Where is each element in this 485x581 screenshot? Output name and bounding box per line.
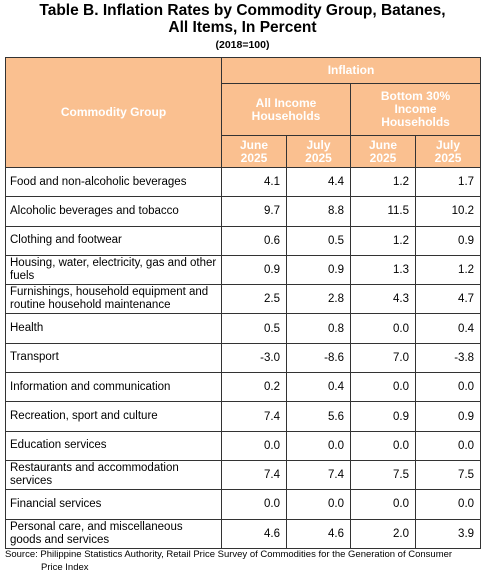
value-cell: 4.6 (286, 518, 351, 549)
commodity-cell: Food and non-alcoholic beverages (5, 166, 222, 198)
commodity-cell: Transport (5, 342, 222, 374)
header-cell: June 2025 (221, 135, 287, 168)
value-cell: 0.0 (350, 313, 416, 344)
value-cell: 0.0 (414, 372, 482, 403)
value-cell: 0.9 (350, 401, 416, 432)
value-cell: 0.0 (350, 489, 416, 520)
table-row: Transport -3.0 -8.6 7.0 -3.8 (5, 342, 482, 374)
header-cell: June 2025 (350, 135, 416, 168)
commodity-cell: Financial services (5, 489, 222, 520)
value-cell: 7.4 (221, 401, 287, 432)
value-cell: 11.5 (350, 196, 416, 227)
value-cell: 0.0 (286, 430, 351, 461)
commodity-cell: Personal care, and miscellaneous goods a… (5, 518, 222, 549)
header-cell: Inflation (220, 57, 482, 84)
title: Table B. Inflation Rates by Commodity Gr… (0, 0, 485, 36)
value-cell: -3.8 (414, 342, 482, 374)
header-cell: All Income Households (221, 83, 351, 136)
header-cell: July 2025 (414, 135, 482, 168)
inflation-table: Commodity Group Inflation All Income Hou… (5, 57, 482, 549)
commodity-cell: Alcoholic beverages and tobacco (5, 196, 222, 227)
value-cell: 0.0 (414, 489, 482, 520)
value-cell: 1.2 (414, 254, 482, 286)
value-cell: 7.5 (414, 459, 482, 491)
value-cell: 0.2 (221, 372, 287, 403)
value-cell: 2.8 (286, 284, 351, 315)
value-cell: 0.4 (286, 372, 351, 403)
value-cell: 7.5 (350, 459, 416, 491)
table-row: Clothing and footwear 0.6 0.5 1.2 0.9 (5, 225, 482, 256)
value-cell: 0.8 (286, 313, 351, 344)
value-cell: 0.9 (221, 254, 287, 286)
title-line: Table B. Inflation Rates by Commodity Gr… (39, 2, 446, 19)
value-cell: 8.8 (286, 196, 351, 227)
commodity-cell: Education services (5, 430, 222, 461)
table-row: Personal care, and miscellaneous goods a… (5, 518, 482, 549)
value-cell: 7.4 (286, 459, 351, 491)
value-cell: 0.9 (414, 225, 482, 256)
table-body: Food and non-alcoholic beverages 4.1 4.4 1.… (5, 166, 482, 549)
value-cell: 3.9 (414, 518, 482, 549)
table-row: Housing, water, electricity, gas and oth… (5, 254, 482, 286)
value-cell: 10.2 (414, 196, 482, 227)
table-row: Information and communication 0.2 0.4 0.0 0.… (5, 372, 482, 403)
value-cell: 4.7 (414, 284, 482, 315)
value-cell: 7.0 (350, 342, 416, 374)
value-cell: 4.4 (286, 166, 351, 198)
table-row: Food and non-alcoholic beverages 4.1 4.4 1.… (5, 166, 482, 198)
table-row: Health 0.5 0.8 0.0 0.4 (5, 313, 482, 344)
value-cell: 9.7 (221, 196, 287, 227)
value-cell: 1.2 (350, 225, 416, 256)
table-row: Furnishings, household equipment and rou… (5, 284, 482, 315)
commodity-cell: Clothing and footwear (5, 225, 222, 256)
value-cell: 0.6 (221, 225, 287, 256)
value-cell: 0.0 (350, 372, 416, 403)
value-cell: -8.6 (286, 342, 351, 374)
title-line: All Items, In Percent (168, 19, 317, 36)
value-cell: 1.3 (350, 254, 416, 286)
table-row: Alcoholic beverages and tobacco 9.7 8.8 11.… (5, 196, 482, 227)
table-row: Recreation, sport and culture 7.4 5.6 0.9 0.… (5, 401, 482, 432)
table-row: Financial services 0.0 0.0 0.0 0.0 (5, 489, 482, 520)
value-cell: 4.6 (221, 518, 287, 549)
value-cell: 5.6 (286, 401, 351, 432)
commodity-cell: Furnishings, household equipment and rou… (5, 284, 222, 315)
subtitle: (2018=100) (215, 39, 270, 51)
value-cell: -3.0 (221, 342, 287, 374)
value-cell: 4.1 (221, 166, 287, 198)
table-row: Education services 0.0 0.0 0.0 0.0 (5, 430, 482, 461)
commodity-cell: Information and communication (5, 372, 222, 403)
value-cell: 0.5 (286, 225, 351, 256)
commodity-cell: Health (5, 313, 222, 344)
value-cell: 0.9 (414, 401, 482, 432)
table-row: Restaurants and accommodation services 7.… (5, 459, 482, 491)
source-note: Source: Philippine Statistics Authority,… (5, 549, 453, 573)
value-cell: 1.2 (350, 166, 416, 198)
value-cell: 0.0 (286, 489, 351, 520)
header-cell: Bottom 30% Income Households (349, 83, 482, 136)
header-cell: Commodity Group (5, 57, 222, 168)
value-cell: 4.3 (350, 284, 416, 315)
value-cell: 7.4 (221, 459, 287, 491)
value-cell: 2.5 (221, 284, 287, 315)
value-cell: 0.0 (221, 430, 287, 461)
value-cell: 1.7 (414, 166, 482, 198)
value-cell: 0.5 (221, 313, 287, 344)
header-cell: July 2025 (286, 135, 351, 168)
value-cell: 0.0 (221, 489, 287, 520)
commodity-cell: Housing, water, electricity, gas and oth… (5, 254, 222, 286)
value-cell: 0.9 (286, 254, 351, 286)
commodity-cell: Recreation, sport and culture (5, 401, 222, 432)
value-cell: 2.0 (350, 518, 416, 549)
value-cell: 0.4 (414, 313, 482, 344)
commodity-cell: Restaurants and accommodation services (5, 459, 222, 491)
value-cell: 0.0 (414, 430, 482, 461)
value-cell: 0.0 (350, 430, 416, 461)
